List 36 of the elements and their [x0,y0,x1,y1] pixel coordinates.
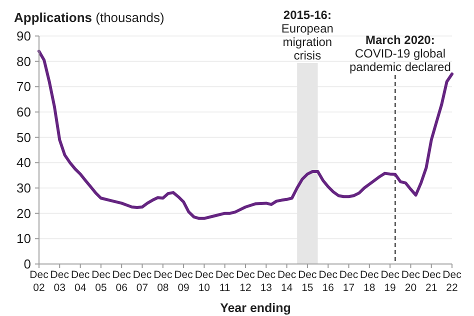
band-label: 2015-16: European migration crisis [281,8,334,62]
x-tick-label: Dec 15 [298,269,317,294]
x-tick-label: Dec 11 [215,269,234,294]
y-tick-label: 40 [16,155,31,170]
x-tick-label: Dec 03 [50,269,69,294]
y-tick-label: 30 [16,180,31,196]
x-tick-label: Dec 21 [422,269,441,294]
x-tick-label: Dec 07 [132,269,152,294]
y-axis-title: Applications (thousands) [14,10,164,25]
x-tick-label: Dec 18 [360,269,379,294]
y-tick-label: 90 [16,28,31,44]
y-tick-label: 50 [16,130,31,145]
x-tick-label: Dec 09 [174,269,193,294]
y-tick-label: 80 [16,54,31,69]
x-tick-label: Dec 13 [256,269,276,294]
line-series [38,50,454,220]
x-tick-label: Dec 08 [154,269,172,294]
y-tick-label: 0 [24,256,31,272]
y-tick-label: 60 [16,104,31,120]
y-tick-label: 20 [16,206,31,221]
y-tick-label: 10 [16,231,31,246]
x-tick-label: Dec 02 [30,269,48,294]
x-tick-label: Dec 19 [380,269,400,294]
x-axis-title: Year ending [220,301,291,315]
x-tick-label: Dec 10 [194,269,214,294]
x-tick-label: Dec 16 [318,269,338,294]
x-tick-label: Dec 04 [70,269,90,294]
ref-line-label: March 2020: COVID-19 global pandemic declared [349,33,451,74]
y-tick-label: 70 [16,79,31,94]
x-tick-label: Dec 12 [236,269,255,294]
x-tick-label: Dec 17 [339,269,358,294]
x-tick-label: Dec 20 [401,269,420,294]
x-tick-label: Dec 06 [112,269,131,294]
x-tick-label: Dec 05 [92,269,110,294]
x-tick-label: Dec 14 [277,269,296,294]
x-tick-label: Dec 22 [442,269,462,294]
